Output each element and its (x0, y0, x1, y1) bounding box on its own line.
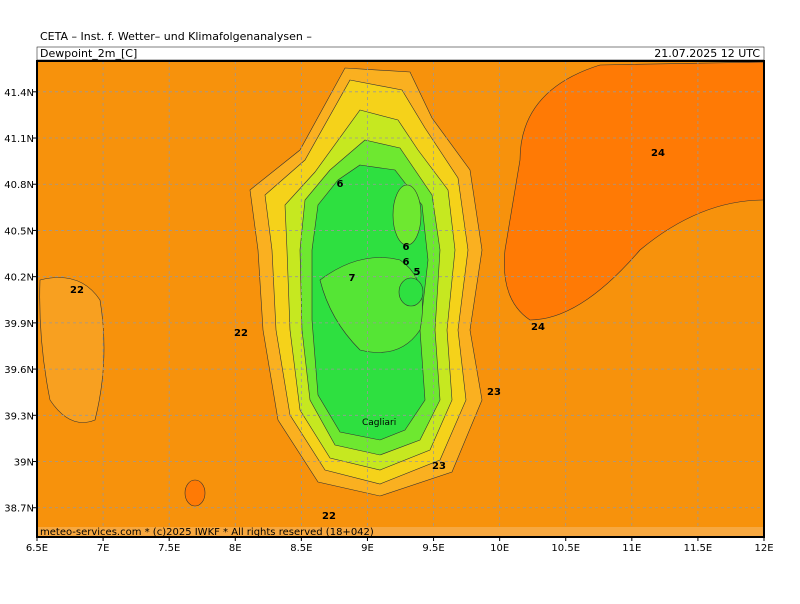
y-tick-label: 39.9N (4, 319, 34, 330)
contour-label: 24 (531, 322, 545, 333)
x-tick-label: 11.5E (684, 543, 713, 554)
x-tick-label: 10.5E (551, 543, 580, 554)
contour-band (392, 184, 422, 246)
x-tick-label: 11E (622, 543, 641, 554)
contour-label: 23 (432, 461, 446, 472)
warm-patch (184, 479, 206, 507)
map-area: 24 24 23 23 22 22 22 6 6 6 5 7 Cagliari … (36, 60, 765, 538)
contour-label: 7 (349, 273, 356, 284)
contour-band (319, 257, 423, 353)
x-tick-label: 7.5E (158, 543, 180, 554)
y-tick-label: 39.3N (4, 411, 34, 422)
contour-label: 6 (403, 257, 410, 268)
x-tick-label: 7E (97, 543, 110, 554)
x-tick-label: 10E (490, 543, 509, 554)
copyright: meteo-services.com * (c)2025 IWKF * All … (40, 527, 374, 538)
x-tick-label: 6.5E (26, 543, 48, 554)
contour-label: 22 (70, 285, 84, 296)
y-tick-label: 41.1N (4, 134, 34, 145)
valid-time: 21.07.2025 12 UTC (654, 47, 760, 60)
x-tick-label: 12E (754, 543, 773, 554)
graticule (36, 61, 765, 537)
y-tick-label: 39.6N (4, 365, 34, 376)
institute: CETA – Inst. f. Wetter– und Klimafolgena… (40, 30, 312, 43)
y-tick-label: 41.4N (4, 88, 34, 99)
contour-band (398, 277, 424, 307)
warm-region (504, 61, 765, 321)
contour-label: 22 (322, 511, 336, 522)
contour-label: 22 (234, 328, 248, 339)
y-tick-label: 40.5N (4, 226, 34, 237)
contour-label: 24 (651, 148, 665, 159)
footer-strip (37, 527, 764, 537)
x-tick-label: 8.5E (290, 543, 312, 554)
y-tick-label: 39N (14, 458, 34, 469)
contour-label: 6 (337, 179, 344, 190)
x-tick-label: 8E (229, 543, 242, 554)
y-tick-label: 38.7N (4, 504, 34, 515)
field-name: Dewpoint_2m_[C] (40, 47, 137, 60)
contour-label: 5 (414, 267, 421, 278)
cool-patch (39, 277, 105, 423)
x-tick-label: 9E (361, 543, 374, 554)
map-frame (36, 60, 765, 538)
city-label: Cagliari (362, 418, 396, 428)
x-tick-label: 9.5E (422, 543, 444, 554)
contour-label: 23 (487, 387, 501, 398)
y-tick-label: 40.2N (4, 273, 34, 284)
contour-label: 6 (403, 242, 410, 253)
y-tick-label: 40.8N (4, 180, 34, 191)
